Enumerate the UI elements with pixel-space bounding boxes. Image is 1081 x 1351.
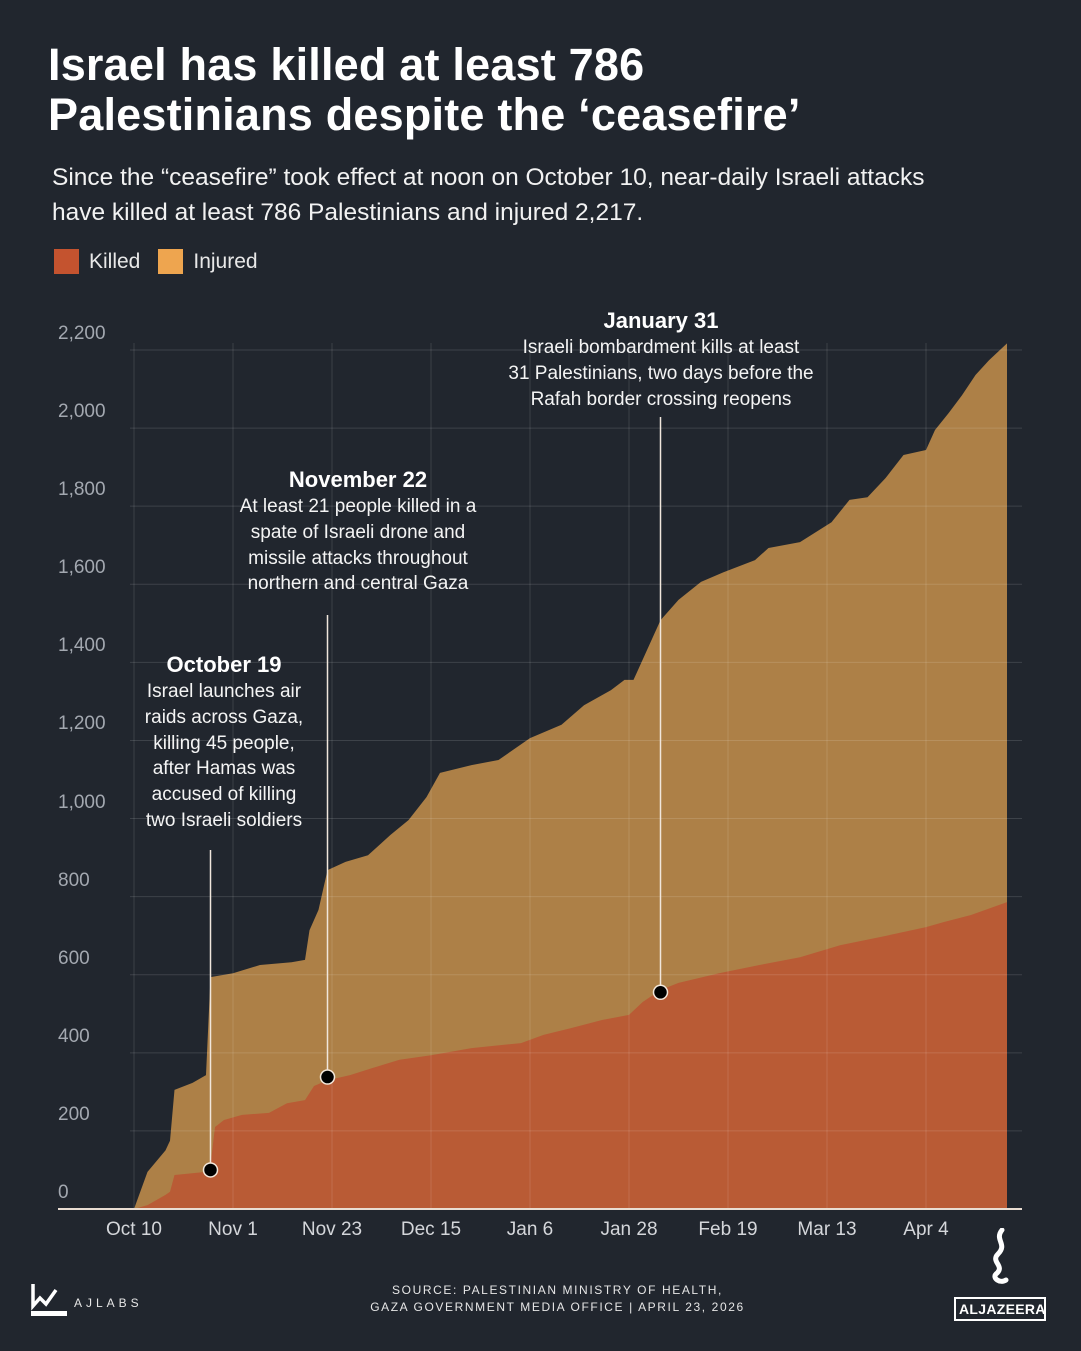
annotation-text: northern and central Gaza [247,573,469,595]
aljazeera-wordmark: ALJAZEERA [954,1297,1046,1321]
annotation: November 22 At least 21 people killed in … [240,466,477,597]
annotation-text: accused of killing [151,784,297,806]
ajlabs-logo: AJLABS [30,1282,143,1318]
y-tick-label: 2,200 [58,323,106,344]
y-tick-label: 2,000 [58,401,106,423]
title-line-1: Israel has killed at least 786 [48,39,645,90]
aljazeera-calligraphy-icon [992,1227,1009,1284]
aljazeera-logo: ALJAZEERA [954,1227,1046,1321]
annotation-text: 31 Palestinians, two days before the [508,362,814,384]
x-tick-label: Dec 15 [400,1219,462,1240]
annotation-marker [319,1069,336,1085]
x-tick-label: Feb 19 [698,1219,758,1240]
legend-swatch-injured [158,249,184,274]
source-note: SOURCE: PALESTINIAN MINISTRY OF HEALTH, … [0,1282,1081,1316]
annotation-text: Israeli bombardment kills at least [522,337,800,358]
annotation-text: after Hamas was [152,758,296,780]
y-tick-label: 200 [58,1103,90,1125]
annotation-text: raids across Gaza, [144,706,304,728]
area-killed [134,902,1007,1209]
annotation-title: October 19 [166,652,282,677]
y-tick-label: 1,200 [58,713,106,735]
legend: Killed Injured [54,249,276,274]
y-tick-label: 0 [58,1182,69,1203]
y-tick-label: 400 [58,1025,90,1047]
legend-item-injured: Injured [158,249,258,274]
x-tick-label: Nov 1 [208,1219,258,1240]
legend-label-injured: Injured [193,249,258,273]
annotation-text: two Israeli soldiers [145,809,303,831]
annotation-marker [202,1162,219,1178]
subtitle-line-1: Since the “ceasefire” took effect at noo… [52,164,925,191]
ajlabs-wordmark: AJLABS [74,1296,143,1310]
title-line-2: Palestinians despite the ‘ceasefire’ [48,89,801,140]
subtitle-line-2: have killed at least 786 Palestinians an… [52,199,644,226]
annotation-text: At least 21 people killed in a [239,496,477,517]
annotation-text: Rafah border crossing reopens [530,388,792,410]
x-tick-label: Apr 4 [903,1219,949,1240]
legend-swatch-killed [54,249,79,274]
x-tick-label: Oct 10 [106,1219,162,1240]
x-tick-label: Mar 13 [797,1219,857,1240]
legend-label-killed: Killed [89,249,141,273]
annotation: October 19 Israel launches air raids acros… [145,651,303,834]
ajlabs-chart-icon [31,1284,67,1316]
y-tick-label: 800 [58,869,90,891]
annotation: January 31 Israeli bombardment kills at l… [508,307,813,412]
y-tick-label: 1,800 [58,479,106,501]
page-title: Israel has killed at least 786 Palestini… [48,40,801,140]
legend-item-killed: Killed [54,249,140,274]
annotation-title: November 22 [288,467,428,492]
y-tick-label: 1,000 [58,791,106,813]
source-line-1: SOURCE: PALESTINIAN MINISTRY OF HEALTH, [392,1283,723,1297]
y-tick-label: 1,400 [58,635,106,657]
annotation-text: killing 45 people, [153,732,295,754]
annotation-title: January 31 [603,308,719,333]
x-tick-label: Jan 28 [600,1219,658,1240]
annotation-text: Israel launches air [146,681,302,702]
subtitle: Since the “ceasefire” took effect at noo… [52,160,1052,230]
y-tick-label: 600 [58,947,90,969]
y-tick-label: 1,600 [58,557,106,579]
x-tick-label: Jan 6 [506,1219,554,1240]
x-tick-label: Nov 23 [301,1219,363,1240]
annotation-marker [652,984,669,1001]
annotation-text: missile attacks throughout [248,547,468,569]
source-line-2: GAZA GOVERNMENT MEDIA OFFICE | APRIL 23,… [370,1300,745,1314]
annotation-text: spate of Israeli drone and [250,521,466,543]
